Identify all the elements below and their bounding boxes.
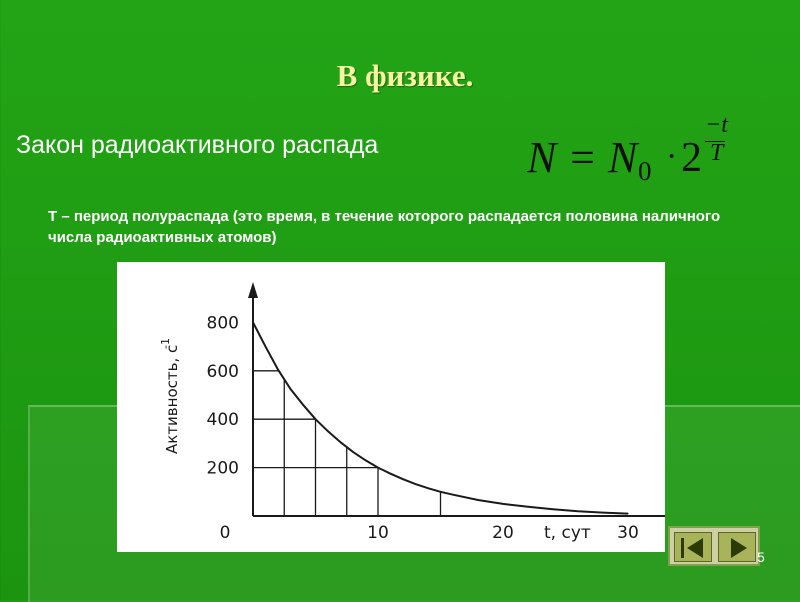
y-axis-label: Активность, с — [163, 345, 181, 454]
formula-exponent-numerator: −t — [705, 112, 728, 138]
skip-bar-icon — [681, 538, 684, 558]
data-point — [452, 494, 454, 496]
navigation-controls — [668, 526, 760, 566]
data-point — [327, 430, 329, 432]
next-slide-button[interactable] — [718, 532, 756, 562]
formula-main: N = N — [527, 133, 638, 182]
y-tick-label: 400 — [207, 410, 239, 430]
data-point — [414, 483, 417, 485]
formula-subscript: 0 — [638, 156, 652, 186]
x-tick-label: 30 — [617, 523, 639, 543]
data-point — [389, 473, 392, 475]
formula-base: 2 — [681, 135, 702, 181]
x-tick-label: 10 — [367, 523, 389, 543]
x-axis-label: t, сут — [544, 523, 591, 543]
page-number: 5 — [757, 549, 765, 565]
data-point — [352, 451, 354, 453]
decay-formula: N = N 0 · 2 −t T — [520, 108, 780, 186]
data-point — [314, 418, 317, 420]
formula-exponent-denominator: T — [710, 140, 724, 166]
decay-chart: 200 400 600 800 0 10 20 30 t, сут Активность, с -1 — [117, 262, 665, 552]
y-tick-label: 200 — [207, 459, 239, 479]
data-point — [277, 368, 279, 371]
slide-title: В физике. — [336, 58, 474, 93]
x-tick-label: 0 — [220, 523, 231, 543]
formula-fraction-line — [705, 141, 725, 142]
data-point — [552, 508, 554, 510]
data-point — [627, 512, 629, 515]
data-point — [252, 321, 254, 323]
formula-dot: · — [666, 138, 678, 175]
y-axis-label-superscript: -1 — [159, 338, 172, 349]
triangle-right-icon — [731, 538, 747, 558]
slide-subtitle: Закон радиоактивного распада — [16, 131, 379, 159]
data-point — [402, 478, 404, 480]
previous-slide-button[interactable] — [674, 532, 712, 562]
data-point — [477, 499, 479, 501]
data-point — [577, 510, 579, 512]
chart-svg: 200 400 600 800 0 10 20 30 t, сут Активность, с-1 — [159, 282, 665, 543]
y-tick-label: 800 — [207, 313, 239, 333]
data-point — [264, 346, 267, 348]
data-point — [427, 487, 429, 489]
triangle-left-icon — [687, 538, 703, 558]
data-point — [602, 512, 604, 514]
data-point — [377, 467, 379, 469]
data-point — [527, 506, 529, 508]
decay-curve — [252, 321, 629, 515]
data-point — [364, 459, 367, 461]
data-point — [502, 503, 504, 505]
x-tick-label: 20 — [492, 523, 514, 543]
y-tick-label: 600 — [207, 362, 239, 382]
half-life-definition: Т – период полураспада (это время, в теч… — [48, 208, 721, 246]
data-point — [439, 491, 442, 493]
y-axis-arrow-icon — [248, 282, 258, 298]
data-point — [302, 404, 304, 406]
data-point — [289, 388, 292, 390]
data-point — [339, 441, 342, 443]
